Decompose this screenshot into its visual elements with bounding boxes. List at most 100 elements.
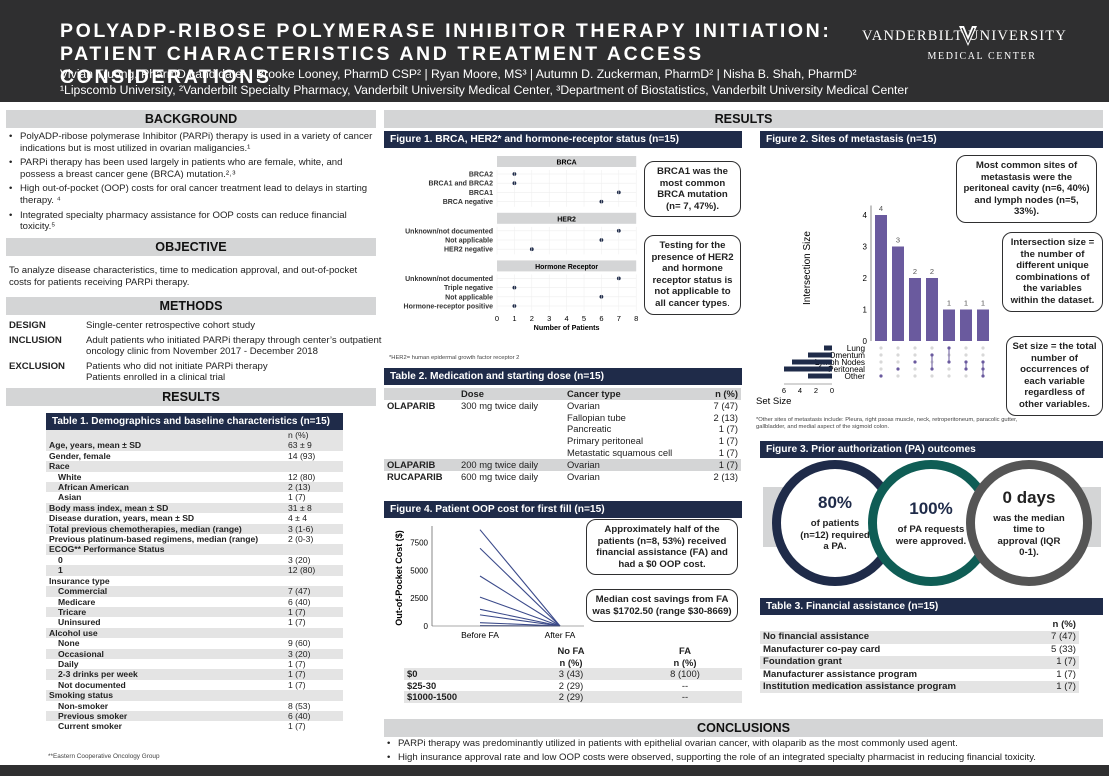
category-label: Not applicable [445,294,493,301]
tick-label: 1 [512,314,516,323]
objective-text: To analyze disease characteristics, time… [9,265,358,288]
x-tick-label: After FA [545,630,576,640]
series-line [479,547,561,627]
tick-label: 4 [798,386,802,395]
t1-label: Occasional [46,648,285,659]
table-row: Tricare 1 (7) [46,606,343,618]
figure2-callout-setsize: Set size = the total number of occurrenc… [1006,336,1103,416]
t1-value: 1 (7) [288,617,306,628]
table-row: Manufacturer co-pay card 5 (33) [760,644,1079,656]
t2-drug [384,412,458,424]
t2-type: Metastatic squamous cell [567,446,673,458]
t1-label: Previous smoker [46,710,285,722]
t1-value: 1 (7) [288,658,306,669]
t2-header [384,388,458,400]
t2-header: Cancer type [567,388,621,399]
matrix-dot [913,353,917,357]
background-bullet: PolyADP-ribose polymerase Inhibitor (PAR… [6,131,378,154]
table1-footnote: **Eastern Cooperative Oncology Group [48,753,160,760]
t1-label: None [58,638,80,649]
t1-value: 2 (0-3) [288,534,314,545]
table-row: Fallopian tube 2 (13) [384,412,741,424]
exclusion-label: EXCLUSION [9,360,65,372]
t1-value [285,576,343,586]
y-axis-label: Out-of-Pocket Cost ($) [394,530,404,626]
tick-label: 0 [863,337,868,346]
t1-value: 8 (53) [288,700,311,711]
t3-value: 1 (7) [1056,656,1076,668]
bar-label: 1 [964,299,968,308]
tick-label: 0 [424,622,429,631]
t2-type: Primary peritoneal [567,435,644,447]
table-row: OLAPARIB 300 mg twice daily Ovarian 7 (47) [384,400,741,412]
inclusion-text: Adult patients who initiated PARPi thera… [86,334,382,358]
exclusion-text: Patients who did not initiate PARPi ther… [86,360,268,384]
t2-drug [384,423,458,435]
table-row: Non-smoker 8 (53) [46,701,343,711]
figure1-footnote: *HER2= human epidermal growth factor rec… [389,355,520,361]
t2-dose: 200 mg twice daily [461,458,539,470]
series-line [479,596,561,627]
series-line [479,614,561,627]
category-label: BRCA1 [469,190,493,197]
t2-n: 2 (13) [713,470,739,482]
matrix-dot [930,353,934,357]
oop-cell: $25-30 [407,679,437,691]
methods-heading: METHODS [6,297,376,315]
t3-label: Manufacturer co-pay card [763,643,881,655]
panel-strip [497,212,637,224]
tick-label: 2500 [410,594,428,603]
affiliations: ¹Lipscomb University, ²Vanderbilt Specia… [60,83,909,97]
oop-cell: -- [681,691,689,702]
tick-label: 0 [495,314,499,323]
t1-value: 12 (80) [288,471,316,482]
bar-label: 2 [930,267,934,276]
t3-value: 1 (7) [1056,681,1076,693]
results-heading-right: RESULTS [384,110,1103,128]
t1-label: Previous platinum-based regimens, median… [49,534,259,545]
matrix-dot [947,374,951,378]
tick-label: 4 [565,314,569,323]
x-axis-label: Number of Patients [534,323,600,332]
tick-label: 0 [830,386,834,395]
table-row: Body mass index, mean ± SD 31 ± 8 [46,502,343,514]
tick-label: 6 [782,386,786,395]
t3-label: Institution medication assistance progra… [763,681,956,693]
matrix-dot [964,346,968,350]
matrix-dot [981,353,985,357]
pa-approved-label: of PA requests were approved. [895,524,967,547]
design-text: Single-center retrospective cohort study [86,320,256,331]
t2-header: Dose [461,388,484,399]
t1-label: 1 [46,565,285,576]
t1-label: Total previous chemotherapies, median (r… [46,523,285,535]
table-row: Institution medication assistance progra… [760,681,1079,694]
t1-label: African American [46,482,285,493]
t2-dose [458,412,564,424]
table-row: Gender, female 14 (93) [46,451,343,461]
intersection-bar [909,278,921,341]
tick-label: 2 [530,314,534,323]
t2-dose [458,447,564,459]
t3-label: Foundation grant [763,656,842,668]
table-row: Smoking status [46,690,343,701]
poster-title: POLYADP-RIBOSE POLYMERASE INHIBITOR THER… [60,20,832,88]
table-row: 2-3 drinks per week 1 (7) [46,669,343,680]
matrix-dot [981,360,985,364]
set-size-bar [824,345,832,351]
background-bullet: High out-of-pocket (OOP) costs for oral … [6,183,378,206]
inclusion-label: INCLUSION [9,334,62,346]
tick-label: 6 [599,314,603,323]
t1-value [285,627,343,639]
medication-table: Dose Cancer type n (%) OLAPARIB 300 mg twice… [384,388,741,482]
table-row: 1 12 (80) [46,565,343,576]
t2-n: 1 (7) [718,423,738,435]
pa-required-value: 80% [817,493,853,513]
t1-label: Gender, female [49,450,111,461]
table-row: Previous smoker 6 (40) [46,710,343,722]
intersection-bar [943,309,955,341]
table-row: No financial assistance 7 (47) [760,631,1079,644]
table-header-row: Dose Cancer type n (%) [384,388,741,400]
t2-type: Pancreatic [567,423,612,435]
oop-header: FA n (%) [673,645,697,668]
